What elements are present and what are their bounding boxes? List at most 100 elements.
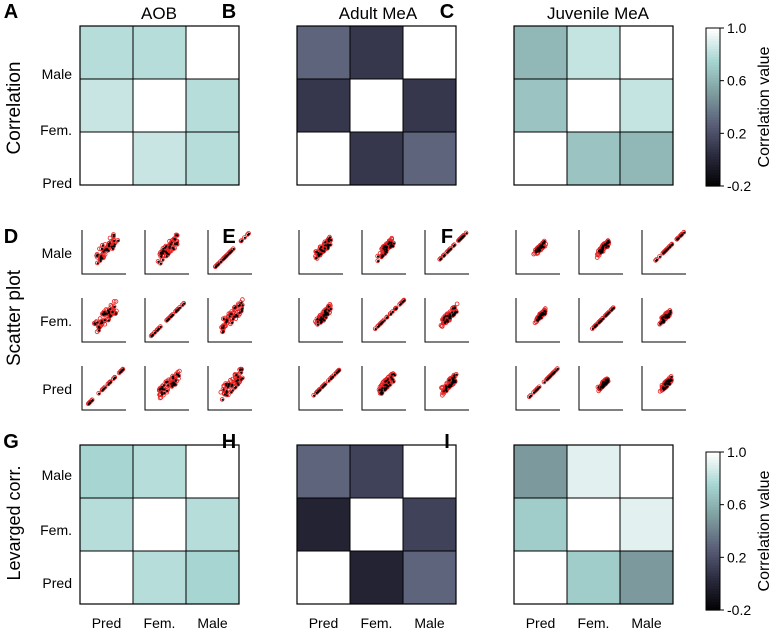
scatter-point-black <box>329 243 332 246</box>
scatter-point-black <box>335 371 338 375</box>
heatmap-frame-A <box>79 25 240 186</box>
scatter-point-black <box>597 386 600 389</box>
scatter-point-black <box>328 309 331 312</box>
scatter-point-black <box>446 314 449 317</box>
scatter-point-black <box>381 320 384 323</box>
heatmap-cell-B-2-2 <box>402 131 457 186</box>
scatter-point-red <box>313 255 319 261</box>
scatter-point-black <box>241 368 244 371</box>
scatter-point-black <box>163 392 166 395</box>
scatter-point-red <box>239 238 244 243</box>
scatter-point-black <box>665 314 668 318</box>
scatter-point-black <box>664 316 667 319</box>
heatmap-cell-B-2-1 <box>349 131 404 186</box>
scatter-point-black <box>668 382 671 386</box>
scatter-point-black <box>216 263 220 266</box>
heatmap-cell-I-2-1 <box>566 550 621 605</box>
scatter-point-black <box>384 252 387 256</box>
scatter-point-black <box>100 247 103 250</box>
scatter-point-black <box>324 383 327 386</box>
x-label-0-2: Male <box>197 615 228 631</box>
scatter-point-black <box>171 375 175 378</box>
colorbar-step <box>706 517 720 522</box>
scatter-point-black <box>662 388 665 391</box>
scatter-axes <box>361 366 406 411</box>
scatter-point-black <box>107 319 110 322</box>
heatmap-cell-B-1-0 <box>296 78 351 133</box>
colorbar-step <box>706 525 720 529</box>
scatter-point-black <box>321 386 324 389</box>
scatter-axes <box>298 230 343 275</box>
panel-letter-I: I <box>444 431 450 453</box>
colorbar-step <box>706 183 720 187</box>
scatter-point-black <box>603 383 606 386</box>
scatter-point-black <box>440 257 443 260</box>
scatter-point-black <box>465 232 468 235</box>
heatmap-cell-I-0-2 <box>619 444 674 499</box>
colorbar-step <box>706 604 720 608</box>
scatter-point-black <box>606 241 609 244</box>
scatter-F-1-0 <box>515 298 560 343</box>
scatter-point-black <box>153 331 156 334</box>
scatter-point-black <box>541 242 545 245</box>
colorbar-step <box>706 562 720 566</box>
scatter-point-black <box>161 388 164 391</box>
scatter-point-black <box>114 312 118 315</box>
scatter-point-black <box>604 243 607 246</box>
scatter-point-black <box>605 246 608 249</box>
scatter-point-black <box>607 312 610 315</box>
scatter-point-black <box>552 372 555 375</box>
colorbar-step <box>706 56 720 61</box>
scatter-point-red <box>528 392 533 398</box>
scatter-point-black <box>451 307 454 310</box>
scatter-point-black <box>240 301 243 304</box>
scatter-point-black <box>448 386 451 389</box>
scatter-point-black <box>446 251 449 254</box>
heatmap-cell-I-1-0 <box>513 497 568 552</box>
scatter-point-black <box>175 234 178 237</box>
colorbar-step <box>706 107 720 111</box>
colorbar-step <box>706 143 720 148</box>
y-label-bottom-0: Male <box>42 467 73 483</box>
scatter-point-black <box>381 387 384 390</box>
scatter-point-black <box>226 253 229 256</box>
scatter-point-black <box>330 239 333 242</box>
colorbar-step <box>706 59 720 63</box>
scatter-E-0-0 <box>298 230 343 275</box>
scatter-F-0-1 <box>578 230 623 275</box>
heatmap-cell-A-2-2 <box>185 131 240 186</box>
scatter-point-red <box>242 235 247 240</box>
scatter-point-black <box>319 319 322 322</box>
scatter-point-red <box>600 315 606 321</box>
colorbar-step <box>706 138 720 142</box>
scatter-point-black <box>101 257 104 260</box>
colorbar-step <box>706 575 720 579</box>
row-title-levarged-corr: Levarged corr. <box>4 465 24 580</box>
scatter-point-red <box>94 329 100 335</box>
scatter-point-red <box>372 326 378 332</box>
scatter-point-black <box>326 243 329 246</box>
scatter-point-black <box>601 386 604 389</box>
scatter-point-black <box>323 247 326 250</box>
colorbar-step <box>706 164 720 169</box>
scatter-point-red <box>536 384 542 390</box>
scatter-point-black <box>390 241 393 244</box>
heatmap-cell-H-1-1 <box>349 497 404 552</box>
scatter-point-black <box>391 244 394 247</box>
scatter-axes <box>81 298 126 343</box>
scatter-point-black <box>536 250 539 253</box>
scatter-point-black <box>443 316 446 319</box>
scatter-point-black <box>537 387 540 390</box>
scatter-E-0-2 <box>424 230 469 275</box>
y-label-bottom-1: Fem. <box>40 522 72 538</box>
scatter-D-1-2 <box>207 297 252 343</box>
colorbar-step <box>706 586 720 590</box>
colorbar-step <box>706 51 720 55</box>
scatter-point-black <box>221 398 224 401</box>
colorbar-step <box>706 93 720 98</box>
scatter-point-black <box>120 370 123 373</box>
colorbar-tick-label-bottom-2: 0.2 <box>727 549 747 565</box>
scatter-point-black <box>543 381 546 384</box>
scatter-point-black <box>160 255 163 258</box>
colorbar-step <box>706 520 720 524</box>
